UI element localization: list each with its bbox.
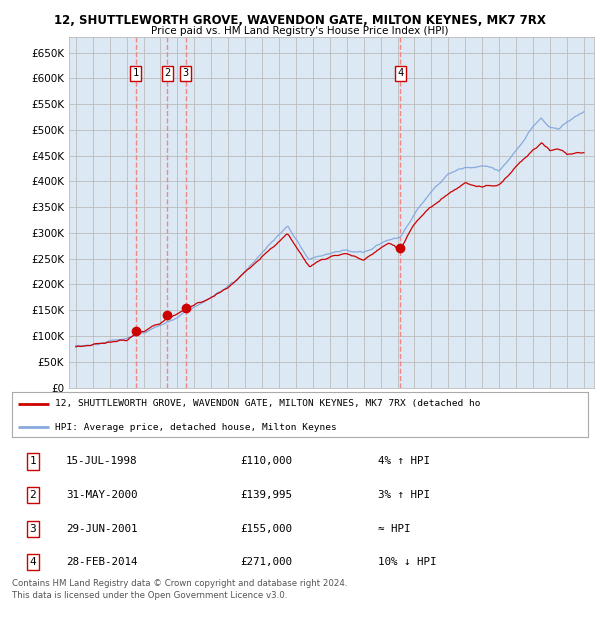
Text: 3: 3 bbox=[29, 524, 37, 534]
Text: 1: 1 bbox=[133, 68, 139, 78]
Text: 28-FEB-2014: 28-FEB-2014 bbox=[66, 557, 137, 567]
Text: 2: 2 bbox=[29, 490, 37, 500]
Text: 1: 1 bbox=[29, 456, 37, 466]
Text: 15-JUL-1998: 15-JUL-1998 bbox=[66, 456, 137, 466]
Text: This data is licensed under the Open Government Licence v3.0.: This data is licensed under the Open Gov… bbox=[12, 591, 287, 600]
Text: 4% ↑ HPI: 4% ↑ HPI bbox=[378, 456, 430, 466]
Text: 31-MAY-2000: 31-MAY-2000 bbox=[66, 490, 137, 500]
Text: 2: 2 bbox=[164, 68, 170, 78]
Text: 12, SHUTTLEWORTH GROVE, WAVENDON GATE, MILTON KEYNES, MK7 7RX (detached ho: 12, SHUTTLEWORTH GROVE, WAVENDON GATE, M… bbox=[55, 399, 481, 408]
Text: 3% ↑ HPI: 3% ↑ HPI bbox=[378, 490, 430, 500]
Text: 4: 4 bbox=[29, 557, 37, 567]
Text: Contains HM Land Registry data © Crown copyright and database right 2024.: Contains HM Land Registry data © Crown c… bbox=[12, 578, 347, 588]
Text: £110,000: £110,000 bbox=[240, 456, 292, 466]
Text: HPI: Average price, detached house, Milton Keynes: HPI: Average price, detached house, Milt… bbox=[55, 423, 337, 432]
Text: 12, SHUTTLEWORTH GROVE, WAVENDON GATE, MILTON KEYNES, MK7 7RX: 12, SHUTTLEWORTH GROVE, WAVENDON GATE, M… bbox=[54, 14, 546, 27]
Text: 3: 3 bbox=[182, 68, 189, 78]
Text: 4: 4 bbox=[397, 68, 403, 78]
Text: £139,995: £139,995 bbox=[240, 490, 292, 500]
Text: 10% ↓ HPI: 10% ↓ HPI bbox=[378, 557, 437, 567]
Text: £155,000: £155,000 bbox=[240, 524, 292, 534]
Text: 29-JUN-2001: 29-JUN-2001 bbox=[66, 524, 137, 534]
Text: Price paid vs. HM Land Registry's House Price Index (HPI): Price paid vs. HM Land Registry's House … bbox=[151, 26, 449, 36]
Text: £271,000: £271,000 bbox=[240, 557, 292, 567]
Text: ≈ HPI: ≈ HPI bbox=[378, 524, 410, 534]
